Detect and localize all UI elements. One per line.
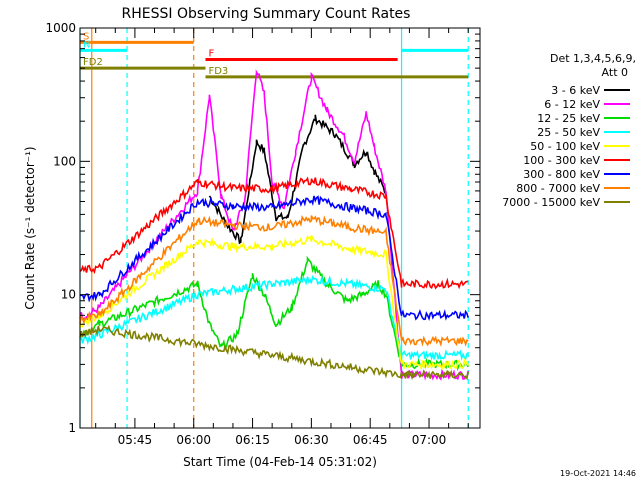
- legend-entry-label: 50 - 100 keV: [530, 140, 600, 153]
- flag-label: FD2: [83, 57, 103, 68]
- flag-label: FD3: [208, 66, 228, 77]
- y-tick-label: 10: [61, 288, 76, 302]
- timestamp: 19-Oct-2021 14:46: [560, 469, 636, 478]
- series-line: [208, 114, 387, 245]
- legend-header-2: Att 0: [602, 66, 628, 79]
- x-tick-label: 05:45: [118, 433, 153, 447]
- flag-label: N: [83, 39, 90, 50]
- series-line: [80, 195, 469, 321]
- legend-entry-label: 7000 - 15000 keV: [502, 196, 600, 209]
- series-line: [79, 235, 469, 371]
- series-line: [79, 274, 469, 361]
- x-tick-label: 06:30: [294, 433, 329, 447]
- x-tick-label: 06:00: [176, 433, 211, 447]
- x-tick-label: 06:45: [353, 433, 388, 447]
- y-tick-label: 100: [53, 154, 76, 168]
- legend-header-1: Det 1,3,4,5,6,9,: [550, 52, 636, 65]
- x-tick-label: 07:00: [412, 433, 447, 447]
- y-tick-label: 1000: [45, 21, 76, 35]
- series-line: [79, 69, 469, 381]
- y-axis-label: Count Rate (s⁻¹ detector⁻¹): [23, 146, 37, 309]
- legend-entry-label: 25 - 50 keV: [537, 126, 600, 139]
- plot-frame: [79, 27, 481, 429]
- legend-entry-label: 800 - 7000 keV: [516, 182, 600, 195]
- flag-label: S: [83, 31, 89, 42]
- series-line: [79, 324, 469, 381]
- legend-entry-label: 12 - 25 keV: [537, 112, 600, 125]
- x-tick-label: 06:15: [235, 433, 270, 447]
- flag-label: F: [208, 49, 214, 60]
- chart-title: RHESSI Observing Summary Count Rates: [122, 6, 411, 22]
- legend-entry-label: 100 - 300 keV: [523, 154, 600, 167]
- legend-entry-label: 6 - 12 keV: [544, 98, 600, 111]
- series-line: [79, 176, 469, 290]
- x-axis-label: Start Time (04-Feb-14 05:31:02): [183, 455, 377, 469]
- y-tick-label: 1: [68, 421, 76, 435]
- legend-entry-label: 300 - 800 keV: [523, 168, 600, 181]
- legend-entry-label: 3 - 6 keV: [551, 84, 600, 97]
- series-line: [79, 215, 469, 348]
